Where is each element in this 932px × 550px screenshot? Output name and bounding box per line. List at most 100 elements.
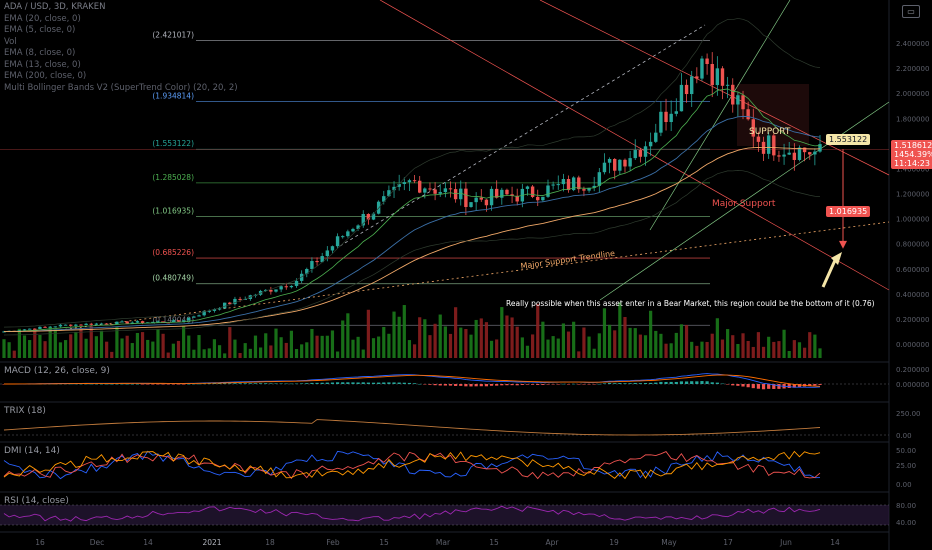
candle-body bbox=[161, 321, 165, 323]
trix-tick: 250.00 bbox=[896, 410, 921, 418]
maximize-icon[interactable]: ▭ bbox=[902, 5, 920, 18]
candle-body bbox=[423, 188, 427, 193]
volume-bar bbox=[592, 348, 596, 358]
macd-histogram-bar bbox=[212, 383, 217, 384]
volume-bar bbox=[602, 308, 607, 358]
candle-body bbox=[494, 188, 499, 198]
volume-bar bbox=[125, 335, 129, 358]
rsi-line bbox=[3, 505, 821, 522]
volume-bar bbox=[223, 353, 227, 358]
candle-body bbox=[69, 324, 73, 326]
candle-body bbox=[766, 135, 771, 154]
candle-body bbox=[566, 179, 571, 191]
macd-histogram-bar bbox=[341, 382, 345, 384]
candle-body bbox=[181, 320, 186, 322]
macd-histogram-bar bbox=[500, 384, 504, 386]
time-axis-label: 19 bbox=[609, 538, 619, 547]
macd-histogram-bar bbox=[325, 382, 329, 384]
candle-body bbox=[515, 195, 519, 202]
macd-histogram-bar bbox=[171, 384, 175, 385]
volume-bar bbox=[341, 320, 345, 358]
time-axis-label: May bbox=[661, 538, 677, 547]
price-tick: 1.200000 bbox=[896, 191, 929, 199]
volume-bar bbox=[74, 331, 78, 358]
candle-body bbox=[120, 321, 124, 323]
candle-body bbox=[628, 158, 632, 167]
target-lower-tag: 1.016935 bbox=[826, 206, 871, 217]
macd-histogram-bar bbox=[454, 384, 458, 386]
macd-histogram-bar bbox=[659, 381, 663, 384]
candle-body bbox=[382, 196, 386, 202]
macd-histogram-bar bbox=[505, 384, 509, 386]
candle-body bbox=[58, 324, 63, 327]
candle-body bbox=[484, 199, 489, 206]
volume-bar bbox=[238, 353, 242, 358]
macd-histogram-bar bbox=[79, 383, 83, 385]
legend-item[interactable]: Vol bbox=[4, 36, 17, 47]
macd-histogram-bar bbox=[510, 384, 514, 386]
volume-bar bbox=[392, 311, 396, 358]
legend-item[interactable]: EMA (5, close, 0) bbox=[4, 25, 76, 35]
major-support-annotation: Major Support bbox=[712, 199, 776, 209]
note-arrow-head bbox=[831, 252, 842, 265]
volume-bar bbox=[767, 336, 771, 358]
volume-bar bbox=[120, 338, 124, 358]
fib-level-label: (0.480749) bbox=[152, 274, 194, 283]
candle-body bbox=[412, 180, 417, 182]
volume-bar bbox=[361, 349, 365, 358]
volume-bar bbox=[377, 336, 381, 358]
macd-histogram-bar bbox=[438, 384, 442, 386]
candle-body bbox=[192, 316, 196, 318]
macd-histogram-bar bbox=[592, 384, 596, 385]
macd-histogram-bar bbox=[2, 384, 6, 385]
major-support-trendline bbox=[59, 221, 890, 331]
candle-body bbox=[63, 324, 68, 326]
legend-item[interactable]: EMA (20, close, 0) bbox=[4, 13, 81, 24]
candle-body bbox=[792, 152, 797, 160]
candle-body bbox=[664, 111, 668, 123]
macd-histogram-bar bbox=[572, 383, 576, 385]
candle-body bbox=[802, 147, 807, 153]
candle-body bbox=[561, 179, 566, 185]
macd-histogram-bar bbox=[613, 383, 617, 384]
candle-body bbox=[84, 323, 88, 326]
trix-tick: 0.00 bbox=[896, 432, 912, 440]
legend-item[interactable]: Multi Bollinger Bands V2 (SuperTrend Col… bbox=[4, 82, 238, 93]
volume-bar bbox=[146, 339, 150, 358]
candle-body bbox=[202, 311, 206, 316]
macd-histogram-bar bbox=[474, 384, 478, 387]
bar-countdown: 11:14:23 bbox=[894, 159, 930, 168]
price-tick: 2.000000 bbox=[896, 90, 929, 98]
macd-tick: 0.200000 bbox=[896, 366, 929, 374]
macd-histogram-bar bbox=[541, 384, 545, 385]
candle-body bbox=[320, 256, 324, 263]
volume-bar bbox=[643, 335, 648, 358]
volume-bar bbox=[366, 309, 370, 358]
candle-body bbox=[500, 189, 504, 198]
price-tick: 0.400000 bbox=[896, 291, 929, 299]
candle-body bbox=[176, 320, 181, 322]
volume-bar bbox=[623, 317, 627, 358]
legend-item[interactable]: EMA (13, close, 0) bbox=[4, 59, 81, 70]
macd-histogram-bar bbox=[792, 384, 796, 388]
indicator-legend: ADA / USD, 3D, KRAKEN EMA (20, close, 0) E… bbox=[4, 2, 238, 94]
candle-body bbox=[541, 196, 545, 201]
candle-body bbox=[777, 155, 781, 157]
candle-body bbox=[171, 320, 176, 323]
legend-item[interactable]: EMA (8, close, 0) bbox=[4, 48, 76, 58]
time-axis-label: 15 bbox=[489, 538, 499, 547]
legend-item[interactable]: EMA (200, close, 0) bbox=[4, 71, 87, 81]
volume-bar bbox=[649, 310, 653, 358]
macd-histogram-bar bbox=[284, 383, 288, 385]
legend-item[interactable]: ADA / USD, 3D, KRAKEN bbox=[4, 2, 106, 12]
candle-body bbox=[140, 321, 145, 324]
macd-histogram-bar bbox=[140, 384, 145, 385]
macd-histogram-bar bbox=[690, 381, 694, 384]
candle-body bbox=[479, 197, 483, 200]
volume-bar bbox=[700, 341, 704, 358]
candle-body bbox=[284, 286, 288, 288]
rsi-tick: 80.00 bbox=[896, 502, 916, 510]
target-upper-tag: 1.553122 bbox=[826, 134, 871, 145]
volume-bar bbox=[351, 339, 355, 358]
